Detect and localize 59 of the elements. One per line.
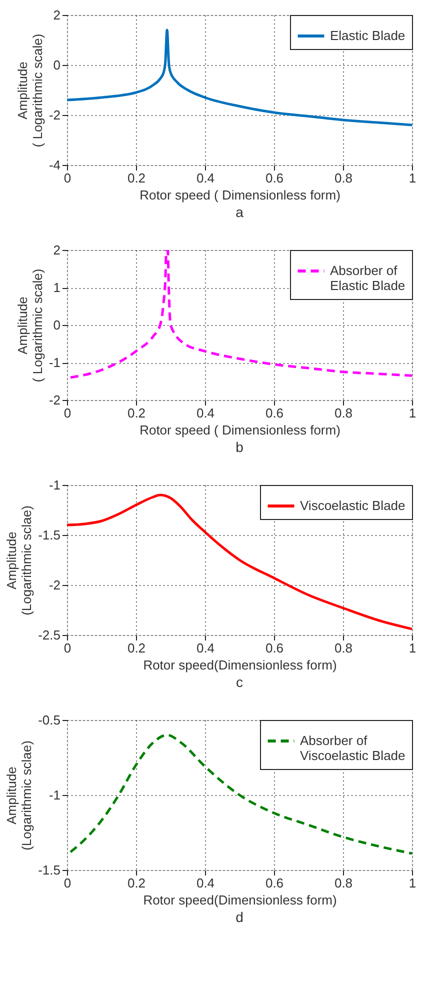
x-tick-label: 0.4 xyxy=(196,406,215,420)
y-axis-title: Amplitude ( Logarithmic scale) xyxy=(14,34,45,148)
x-tick-label: 0.2 xyxy=(127,876,146,890)
x-axis-title: Rotor speed(Dimensionless form) xyxy=(143,658,337,672)
x-axis-title: Rotor speed ( Dimensionless form) xyxy=(140,188,340,202)
text: a xyxy=(236,204,244,220)
x-axis-title: Rotor speed ( Dimensionless form) xyxy=(140,422,340,438)
y-axis-title: Amplitude (Logarithmic sclae) xyxy=(4,506,34,616)
x-axis-title: Rotor speed(Dimensionless form) xyxy=(143,892,337,908)
x-tick-label: 1 xyxy=(408,876,416,890)
x-tick-label: 0.8 xyxy=(334,640,353,656)
y-axis-title: Amplitude ( Logarithmic scale) xyxy=(14,268,45,382)
y-tick-label: 2 xyxy=(53,242,60,258)
y-tick-label: 2 xyxy=(53,8,60,22)
legend-label: Viscoelastic Blade xyxy=(300,498,406,513)
legend-label: Absorber of Elastic Blade xyxy=(330,263,406,293)
x-tick-label: 0 xyxy=(64,406,72,420)
y-tick-label: -1 xyxy=(48,355,60,370)
y-tick-label: -4 xyxy=(48,158,60,172)
line-series xyxy=(69,734,412,855)
line-series xyxy=(67,494,412,630)
y-tick-label: 1 xyxy=(53,280,60,295)
x-tick-label: 1 xyxy=(408,406,416,420)
y-axis-title: Amplitude (Logarithmic sclae) xyxy=(4,740,34,850)
line-series xyxy=(67,28,412,126)
y-tick-label: -1 xyxy=(48,478,60,492)
x-tick-label: 0 xyxy=(64,170,72,186)
x-tick-label: 0.8 xyxy=(334,406,353,420)
y-tick-label: -1.5 xyxy=(38,528,60,542)
text: d xyxy=(236,909,244,925)
x-tick-label: 0.2 xyxy=(127,640,146,656)
text: b xyxy=(236,439,244,455)
x-tick-label: 0.6 xyxy=(265,876,284,890)
legend-label: Absorber of Viscoelastic Blade xyxy=(300,733,406,763)
x-tick-label: 0.2 xyxy=(127,170,146,186)
y-tick-label: 0 xyxy=(53,58,60,72)
y-tick-label: -0.5 xyxy=(38,712,60,728)
y-tick-label: 0 xyxy=(53,318,60,332)
legend-label: Elastic Blade xyxy=(330,28,406,43)
x-tick-label: 1 xyxy=(408,170,416,186)
x-tick-label: 0 xyxy=(64,876,72,890)
y-tick-label: -2 xyxy=(48,108,60,122)
x-tick-label: 0.4 xyxy=(196,640,215,656)
x-tick-label: 0.6 xyxy=(265,406,284,420)
x-tick-label: 0.2 xyxy=(127,406,146,420)
x-tick-label: 0.6 xyxy=(265,640,284,656)
y-tick-label: -2 xyxy=(48,392,60,408)
x-tick-label: 0.6 xyxy=(265,170,284,186)
x-tick-label: 0.8 xyxy=(334,170,353,186)
x-tick-label: 1 xyxy=(408,640,416,656)
text: c xyxy=(236,674,243,690)
y-tick-label: -2 xyxy=(48,578,60,592)
y-tick-label: -1.5 xyxy=(38,862,60,878)
x-tick-label: 0 xyxy=(64,640,72,656)
y-tick-label: -1 xyxy=(48,788,60,802)
y-tick-label: -2.5 xyxy=(38,628,60,642)
x-tick-label: 0.4 xyxy=(196,876,215,890)
x-tick-label: 0.8 xyxy=(334,876,353,890)
x-tick-label: 0.4 xyxy=(196,170,215,186)
